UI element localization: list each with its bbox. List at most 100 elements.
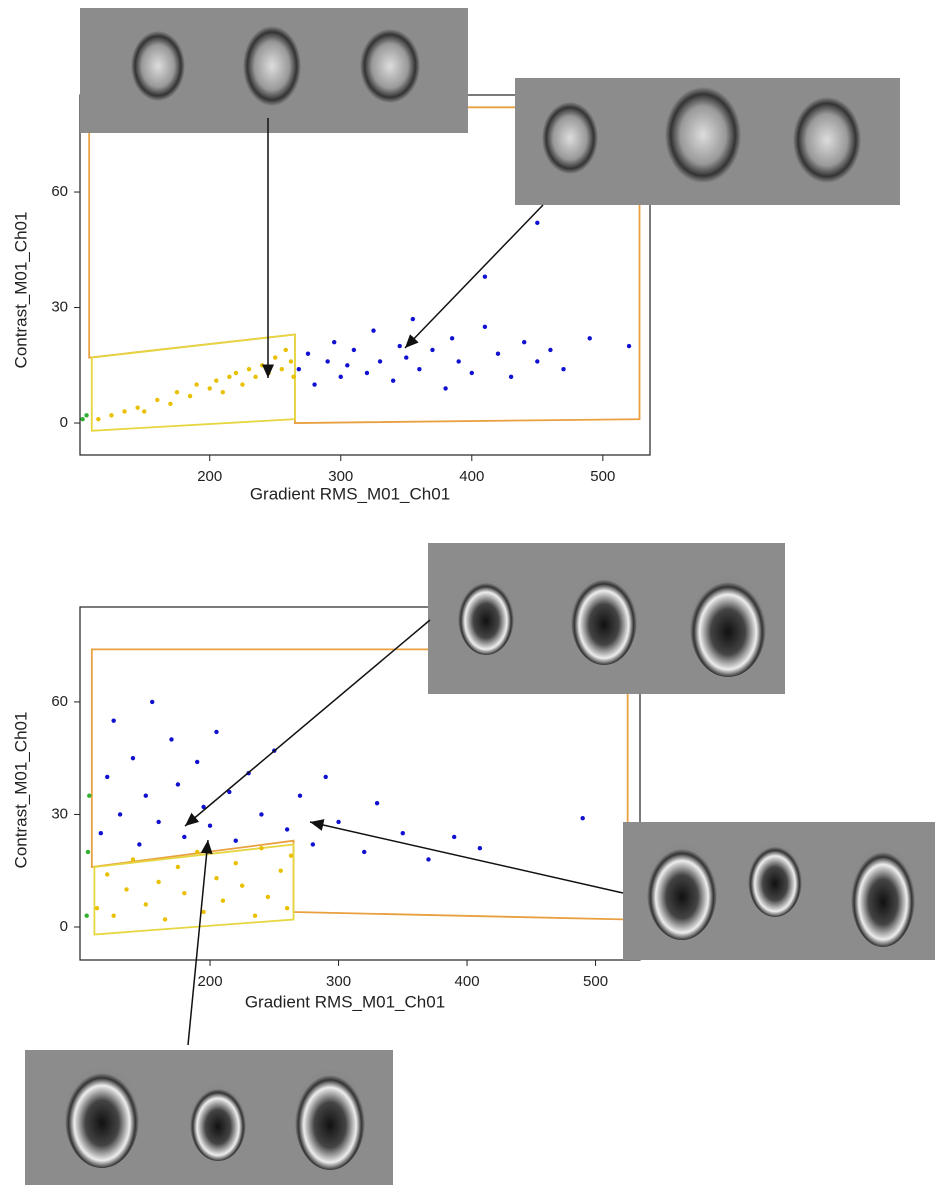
data-point [252, 913, 258, 918]
data-point [469, 370, 474, 376]
data-point [312, 382, 317, 387]
data-point [155, 397, 160, 403]
data-point [94, 906, 100, 911]
arrow [404, 204, 544, 349]
data-point [214, 729, 219, 735]
gate [93, 843, 295, 936]
data-point [246, 366, 252, 372]
cell-panel [428, 543, 785, 694]
data-point [535, 359, 540, 364]
data-point [105, 872, 110, 877]
x-tick-label: 500 [583, 973, 608, 990]
data-point [111, 913, 116, 918]
data-point [130, 857, 136, 862]
data-point [168, 401, 173, 406]
data-point [175, 864, 181, 870]
gate [90, 333, 296, 432]
y-tick-label: 60 [51, 693, 68, 710]
data-point [233, 370, 239, 376]
data-point [477, 846, 483, 851]
data-point [561, 366, 566, 372]
data-point [332, 339, 337, 345]
data-point [626, 343, 632, 349]
data-point [371, 328, 376, 333]
data-point [404, 355, 409, 360]
data-point [201, 909, 206, 915]
data-point [417, 366, 422, 372]
arrows [184, 118, 624, 1046]
x-tick-label: 400 [459, 468, 484, 485]
data-point [364, 370, 370, 376]
data-point [443, 386, 448, 391]
data-point [182, 891, 187, 896]
data-point [278, 868, 283, 873]
data-point [214, 378, 219, 383]
data-point [220, 390, 226, 395]
data-point [482, 274, 488, 279]
data-point [187, 393, 193, 399]
arrow [309, 819, 624, 894]
x-axis-title: Gradient RMS_M01_Ch01 [245, 992, 445, 1011]
y-tick-label: 30 [51, 805, 68, 822]
data-point [98, 831, 104, 836]
arrow [187, 839, 213, 1046]
data-point [84, 413, 89, 418]
data-point [194, 759, 200, 765]
data-point [240, 382, 245, 387]
data-point [522, 339, 527, 345]
data-point [214, 876, 219, 881]
data-point [374, 800, 380, 806]
data-point [456, 359, 461, 364]
data-point [508, 374, 514, 380]
data-point [174, 390, 180, 395]
x-tick-label: 300 [328, 468, 353, 485]
data-point [156, 879, 161, 885]
y-axis-title: Contrast_M01_Ch01 [11, 712, 30, 869]
data-point [135, 405, 140, 410]
data-point [259, 812, 264, 817]
cell-image-panels [25, 8, 935, 1185]
data-point [336, 819, 341, 825]
data-point [105, 774, 110, 780]
data-point [109, 413, 114, 418]
data-point [283, 347, 288, 353]
data-point [207, 386, 212, 391]
x-tick-label: 200 [198, 973, 223, 990]
data-point [449, 336, 455, 341]
data-point [233, 838, 238, 843]
data-point [80, 416, 85, 422]
data-point [239, 883, 245, 888]
data-point [259, 846, 264, 851]
data-point [284, 906, 290, 911]
cell-panel [515, 78, 900, 205]
data-point [194, 849, 200, 855]
data-point [548, 347, 553, 353]
data-point [207, 823, 213, 828]
data-point [362, 849, 367, 855]
data-point [297, 793, 303, 798]
data-point [587, 336, 592, 341]
data-point [273, 355, 278, 360]
data-point [162, 917, 168, 922]
data-point [156, 819, 161, 825]
data-point [426, 857, 431, 862]
data-point [143, 793, 148, 798]
data-point [310, 842, 316, 847]
cell-panel [25, 1050, 393, 1185]
data-point [169, 737, 174, 742]
y-tick-label: 0 [60, 414, 68, 431]
data-point [288, 853, 294, 858]
x-tick-label: 200 [197, 468, 222, 485]
data-point [410, 316, 416, 322]
x-tick-label: 300 [326, 973, 351, 990]
data-point [182, 834, 187, 840]
data-point [137, 842, 142, 847]
data-point [227, 374, 232, 380]
data-point [338, 374, 343, 380]
data-point [351, 347, 357, 353]
data-point [377, 359, 383, 364]
data-point [345, 363, 350, 368]
data-point [451, 834, 457, 840]
data-point [130, 755, 136, 761]
data-point [233, 861, 238, 866]
